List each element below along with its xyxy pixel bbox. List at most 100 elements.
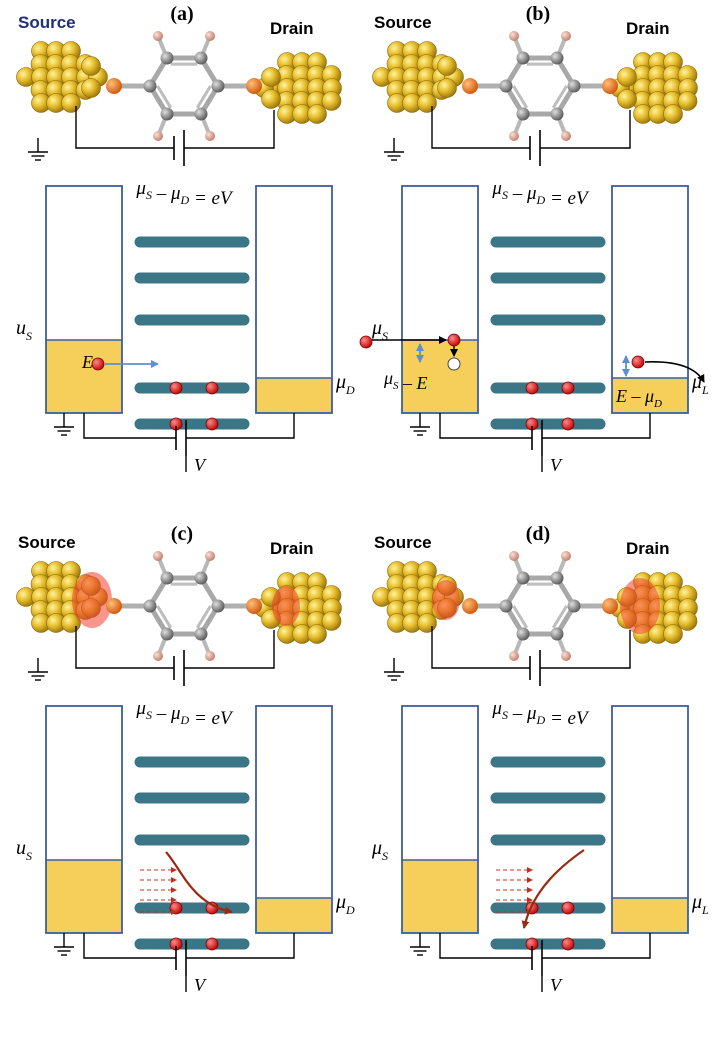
carbon-atom xyxy=(160,571,174,585)
carbon-atom xyxy=(550,627,564,641)
carbon-atom xyxy=(194,107,208,121)
panel-a: (a) Source Drain μS – μD = eV VuS μD E xyxy=(16,3,355,475)
bias-equation: μS – μD = eV xyxy=(135,178,234,209)
carbon-atom xyxy=(143,79,157,93)
electron xyxy=(205,381,219,395)
drain-label: Drain xyxy=(270,19,313,38)
bond xyxy=(551,85,568,109)
electron xyxy=(205,417,219,431)
circuit-wire xyxy=(431,626,530,669)
gold-atom xyxy=(261,67,281,87)
hydrogen-atom xyxy=(509,31,519,41)
drain-label: Drain xyxy=(626,539,669,558)
carbon-atom xyxy=(550,51,564,65)
hydrogen-atom xyxy=(205,31,215,41)
bond xyxy=(512,85,529,109)
bias-equation: μS – μD = eV xyxy=(491,178,590,209)
gold-atom xyxy=(417,613,437,633)
source-label: Source xyxy=(374,533,432,552)
carbon-atom xyxy=(516,627,530,641)
charge-cloud xyxy=(272,586,300,626)
panel-d: (d) Source Drain μS – μD = eV VμS μL xyxy=(371,523,709,995)
circuit-wire xyxy=(431,106,530,149)
drain-label: Drain xyxy=(626,19,669,38)
circuit-wire xyxy=(184,110,275,149)
sulfur-atom xyxy=(462,78,478,94)
carbon-atom xyxy=(550,107,564,121)
carbon-atom xyxy=(516,51,530,65)
panel-b: (b) Source Drain μS – μD = eV VμS μL μS – E E –… xyxy=(359,3,709,475)
bond xyxy=(156,605,173,629)
carbon-atom xyxy=(516,571,530,585)
electron xyxy=(561,937,575,951)
bias-equation: μS – μD = eV xyxy=(491,698,590,729)
drain-chemical-potential: μL xyxy=(691,891,709,917)
hydrogen-atom xyxy=(561,651,571,661)
hydrogen-atom xyxy=(205,551,215,561)
panel-c: (c) Source Drain μS – μD = eV VuS μD xyxy=(16,523,355,995)
hydrogen-atom xyxy=(509,131,519,141)
source-filled-states xyxy=(46,340,122,413)
hydrogen-atom xyxy=(153,31,163,41)
drain-label: Drain xyxy=(270,539,313,558)
hydrogen-atom xyxy=(509,651,519,661)
source-label: Source xyxy=(18,13,76,32)
sulfur-atom xyxy=(106,598,122,614)
carbon-atom xyxy=(194,571,208,585)
hydrogen-atom xyxy=(561,551,571,561)
charge-cloud xyxy=(432,580,460,620)
source-chemical-potential: uS xyxy=(16,317,32,343)
electron xyxy=(359,335,373,349)
sulfur-atom xyxy=(462,598,478,614)
circuit-wire xyxy=(540,110,631,149)
bond xyxy=(156,85,173,109)
voltage-label: V xyxy=(550,455,563,475)
drain-energy-label: E – μD xyxy=(615,386,662,410)
panel-tag: (d) xyxy=(526,523,550,545)
circuit-wire xyxy=(75,626,174,669)
voltage-label: V xyxy=(550,975,563,995)
gold-atom xyxy=(617,89,637,109)
carbon-atom xyxy=(160,107,174,121)
relaxation-trajectory xyxy=(521,849,585,929)
gold-atom xyxy=(677,611,698,631)
gold-atom xyxy=(663,104,683,124)
carbon-atom xyxy=(143,599,157,613)
carbon-atom xyxy=(211,599,225,613)
gold-atom xyxy=(307,624,327,644)
circuit-wire xyxy=(186,933,295,959)
circuit-wire xyxy=(439,933,532,959)
bias-equation: μS – μD = eV xyxy=(135,698,234,729)
carbon-atom xyxy=(550,571,564,585)
source-label: Source xyxy=(18,533,76,552)
carbon-atom xyxy=(516,107,530,121)
source-filled-states xyxy=(402,860,478,933)
hydrogen-atom xyxy=(153,651,163,661)
drain-filled-states xyxy=(256,898,332,933)
sulfur-atom xyxy=(602,598,618,614)
hydrogen-atom xyxy=(561,31,571,41)
gold-atom xyxy=(307,104,327,124)
electron xyxy=(561,901,575,915)
sulfur-atom xyxy=(602,78,618,94)
drain-filled-states xyxy=(256,378,332,413)
gold-atom xyxy=(663,624,683,644)
drain-chemical-potential: μD xyxy=(335,371,355,397)
electron xyxy=(91,357,105,371)
source-chemical-potential: uS xyxy=(16,837,32,863)
carbon-atom xyxy=(567,79,581,93)
charge-cloud xyxy=(620,578,660,634)
gold-atom xyxy=(81,56,101,76)
drain-filled-states xyxy=(612,378,688,413)
source-label: Source xyxy=(374,13,432,32)
drain-chemical-potential: μD xyxy=(335,891,355,917)
sulfur-atom xyxy=(246,598,262,614)
circuit-wire xyxy=(83,413,176,439)
carbon-atom xyxy=(499,79,513,93)
circuit-wire xyxy=(542,933,651,959)
hydrogen-atom xyxy=(205,651,215,661)
gold-atom xyxy=(321,91,342,111)
gold-atom xyxy=(617,67,637,87)
circuit-wire xyxy=(83,933,176,959)
